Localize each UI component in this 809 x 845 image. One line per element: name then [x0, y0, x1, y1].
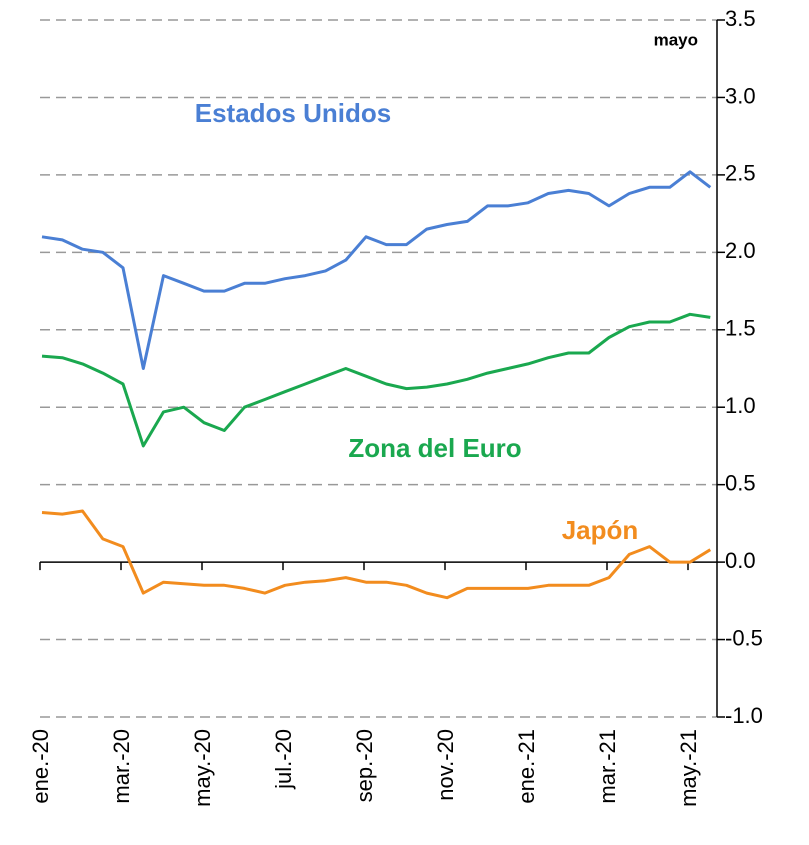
- y-tick-label: 1.0: [725, 393, 756, 418]
- x-tick-label: jul.-20: [271, 729, 296, 790]
- y-tick-label: 2.0: [725, 238, 756, 263]
- x-tick-label: mar.-21: [595, 729, 620, 804]
- series-line: [41, 509, 712, 600]
- series-line: [41, 312, 711, 448]
- us-label: Estados Unidos: [195, 98, 391, 128]
- corner-note: mayo: [654, 30, 698, 49]
- x-tick-label: may.-20: [190, 729, 215, 807]
- x-tick-label: nov.-20: [433, 729, 458, 801]
- y-tick-label: -0.5: [725, 625, 763, 650]
- y-tick-label: 0.5: [725, 470, 756, 495]
- y-tick-label: 3.5: [725, 6, 756, 31]
- x-tick-label: mar.-20: [109, 729, 134, 804]
- x-tick-label: may.-21: [676, 729, 701, 807]
- japan-label: Japón: [562, 515, 639, 545]
- y-tick-label: 1.5: [725, 316, 756, 341]
- y-tick-label: 0.0: [725, 548, 756, 573]
- euro-label: Zona del Euro: [348, 433, 521, 463]
- x-tick-label: ene.-21: [514, 729, 539, 804]
- series-line: [41, 170, 712, 370]
- x-tick-label: ene.-20: [28, 729, 53, 804]
- y-tick-label: 2.5: [725, 161, 756, 186]
- y-tick-label: -1.0: [725, 703, 763, 728]
- y-tick-label: 3.0: [725, 83, 756, 108]
- x-tick-label: sep.-20: [352, 729, 377, 802]
